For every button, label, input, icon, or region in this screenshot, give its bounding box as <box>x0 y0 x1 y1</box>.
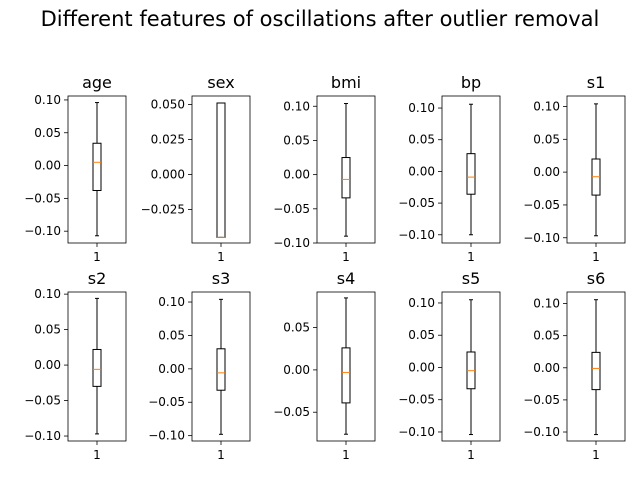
x-tick-label: 1 <box>467 448 475 462</box>
iqr-box <box>591 351 601 391</box>
subplot-s4: s4 0.05 0.00 −0.05 1 <box>273 269 376 462</box>
subplot-bmi: bmi 0.10 0.05 0.00 −0.05 −0.10 1 <box>273 73 376 264</box>
y-tick-label: −0.10 <box>523 425 560 439</box>
axes-frame <box>316 291 376 442</box>
x-tick-label: 1 <box>217 250 225 264</box>
axes-frame <box>566 95 626 244</box>
y-tick-label: −0.05 <box>523 393 560 407</box>
y-tick-label: 0.10 <box>408 296 435 310</box>
subplot-s2: s2 0.10 0.05 0.00 −0.05 −0.10 1 <box>24 269 127 462</box>
y-tick-label: −0.10 <box>523 231 560 245</box>
y-tick-label: 0.00 <box>533 361 560 375</box>
x-tick-label: 1 <box>93 448 101 462</box>
y-tick-label: −0.05 <box>24 191 61 205</box>
y-tick-label: 0.05 <box>533 132 560 146</box>
y-tick-label: 0.10 <box>533 100 560 114</box>
y-tick-label: −0.05 <box>24 394 61 408</box>
y-tick-label: −0.10 <box>398 425 435 439</box>
x-tick-label: 1 <box>93 250 101 264</box>
y-tick-label: −0.05 <box>148 395 185 409</box>
x-tick-label: 1 <box>217 448 225 462</box>
x-tick-label: 1 <box>467 250 475 264</box>
y-tick-label: −0.10 <box>24 429 61 443</box>
y-tick-label: 0.10 <box>158 295 185 309</box>
subplot-title: age <box>82 73 112 92</box>
subplot-title: s6 <box>587 269 606 288</box>
x-tick-label: 1 <box>342 448 350 462</box>
y-tick-label: −0.10 <box>273 236 310 250</box>
y-tick-label: −0.10 <box>24 224 61 238</box>
y-tick-label: 0.05 <box>408 133 435 147</box>
iqr-box <box>341 347 351 404</box>
y-tick-label: 0.00 <box>533 165 560 179</box>
y-tick-label: 0.05 <box>34 323 61 337</box>
y-tick-label: −0.05 <box>398 196 435 210</box>
y-tick-label: 0.10 <box>34 287 61 301</box>
y-tick-label: 0.05 <box>533 329 560 343</box>
y-tick-label: 0.00 <box>408 360 435 374</box>
y-tick-label: 0.05 <box>158 328 185 342</box>
y-tick-label: −0.05 <box>273 405 310 419</box>
y-tick-label: 0.05 <box>34 126 61 140</box>
iqr-box <box>92 348 102 387</box>
figure-title: Different features of oscillations after… <box>41 7 600 31</box>
axes-frame <box>441 95 501 244</box>
y-tick-label: 0.00 <box>283 363 310 377</box>
subplot-title: s3 <box>212 269 231 288</box>
y-tick-label: 0.10 <box>283 99 310 113</box>
y-tick-label: 0.00 <box>158 362 185 376</box>
subplot-title: s5 <box>462 269 481 288</box>
subplot-title: bp <box>461 73 481 92</box>
subplot-s6: s6 0.10 0.05 0.00 −0.05 −0.10 1 <box>523 269 626 462</box>
subplot-age: age 0.10 0.05 0.00 −0.05 −0.10 1 <box>24 73 127 264</box>
y-tick-label: −0.10 <box>148 429 185 443</box>
subplot-sex: sex 0.050 0.025 0.000 −0.025 1 <box>141 73 251 264</box>
axes-frame <box>67 291 127 442</box>
subplot-title: s2 <box>88 269 107 288</box>
subplot-bp: bp 0.10 0.05 0.00 −0.05 −0.10 1 <box>398 73 501 264</box>
x-tick-label: 1 <box>592 250 600 264</box>
y-tick-label: 0.05 <box>283 133 310 147</box>
axes-frame <box>441 291 501 442</box>
y-tick-label: −0.10 <box>398 228 435 242</box>
y-tick-label: −0.05 <box>273 202 310 216</box>
y-tick-label: 0.10 <box>408 101 435 115</box>
iqr-box <box>466 153 476 195</box>
axes-frame <box>316 95 376 244</box>
subplot-s1: s1 0.10 0.05 0.00 −0.05 −0.10 1 <box>523 73 626 264</box>
y-tick-label: 0.00 <box>34 358 61 372</box>
y-tick-label: 0.10 <box>533 297 560 311</box>
iqr-box <box>341 157 351 199</box>
subplot-s5: s5 0.10 0.05 0.00 −0.05 −0.10 1 <box>398 269 501 462</box>
y-tick-label: 0.05 <box>283 321 310 335</box>
subplot-s3: s3 0.10 0.05 0.00 −0.05 −0.10 1 <box>148 269 251 462</box>
subplot-title: s1 <box>587 73 606 92</box>
iqr-box <box>216 348 226 391</box>
y-tick-label: 0.10 <box>34 93 61 107</box>
y-tick-label: 0.05 <box>408 328 435 342</box>
y-tick-label: 0.050 <box>151 97 185 111</box>
x-tick-label: 1 <box>342 250 350 264</box>
y-tick-label: 0.00 <box>408 164 435 178</box>
y-tick-label: −0.025 <box>141 202 185 216</box>
subplot-title: bmi <box>331 73 361 92</box>
iqr-box <box>216 102 226 238</box>
y-tick-label: 0.00 <box>283 168 310 182</box>
axes-frame <box>67 95 127 244</box>
y-tick-label: −0.05 <box>523 198 560 212</box>
y-tick-label: −0.05 <box>398 393 435 407</box>
subplot-title: s4 <box>337 269 356 288</box>
axes-frame <box>191 291 251 442</box>
axes-frame <box>191 95 251 244</box>
y-tick-label: 0.025 <box>151 132 185 146</box>
subplot-title: sex <box>207 73 234 92</box>
x-tick-label: 1 <box>592 448 600 462</box>
y-tick-label: 0.000 <box>151 167 185 181</box>
iqr-box <box>92 142 102 191</box>
axes-frame <box>566 291 626 442</box>
y-tick-label: 0.00 <box>34 159 61 173</box>
